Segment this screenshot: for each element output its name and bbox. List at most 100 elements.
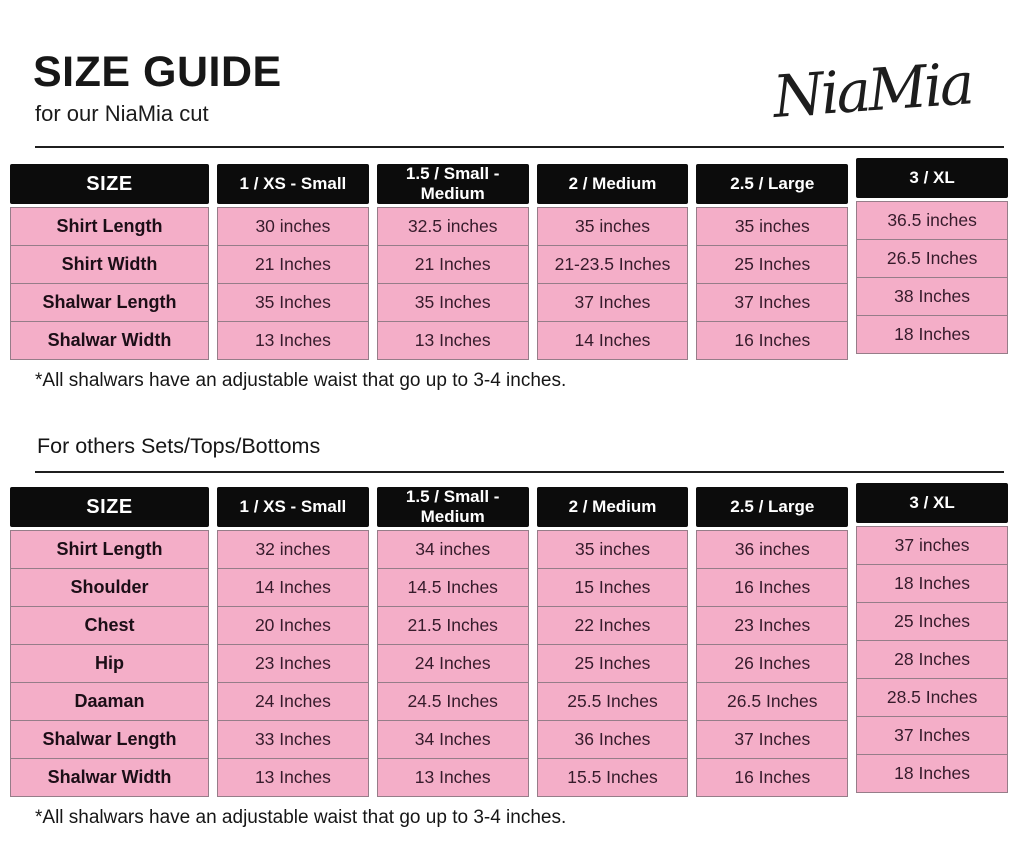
value-cell: 36 Inches	[537, 720, 688, 758]
row-label-shalwar-length: Shalwar Length	[11, 283, 208, 321]
table2-footnote: *All shalwars have an adjustable waist t…	[35, 807, 567, 828]
value-cell: 25.5 Inches	[537, 682, 688, 720]
row-label-shalwar-width: Shalwar Width	[11, 758, 208, 796]
column-header-xl: 3 / XL	[856, 483, 1008, 523]
value-cell: 30 inches	[218, 208, 368, 245]
value-cell: 18 Inches	[857, 315, 1007, 353]
value-cell: 21 Inches	[218, 245, 368, 283]
value-cell: 24.5 Inches	[377, 682, 528, 720]
table2-column-large: 2.5 / Large 36 inches 16 Inches 23 Inche…	[696, 487, 849, 797]
value-cell: 15.5 Inches	[537, 758, 688, 796]
value-cell: 37 Inches	[697, 720, 848, 758]
value-cell: 25 Inches	[697, 245, 848, 283]
title-block: SIZE GUIDE for our NiaMia cut	[33, 48, 282, 127]
value-cell: 20 Inches	[218, 606, 368, 644]
table1-column-xl: 3 / XL 36.5 inches 26.5 Inches 38 Inches…	[856, 158, 1008, 354]
value-cell: 16 Inches	[697, 568, 848, 606]
table1-column-small-medium: 1.5 / Small - Medium 32.5 inches 21 Inch…	[376, 164, 529, 360]
value-cell: 13 Inches	[377, 758, 528, 796]
row-label-shoulder: Shoulder	[11, 568, 208, 606]
value-cell: 24 Inches	[218, 682, 368, 720]
table2-column-xs-small: 1 / XS - Small 32 inches 14 Inches 20 In…	[217, 487, 369, 797]
column-header-size: SIZE	[10, 487, 209, 527]
brand-logo-text: NiaMia	[769, 49, 974, 131]
column-header-small-medium: 1.5 / Small - Medium	[376, 487, 529, 527]
value-cell: 18 Inches	[857, 564, 1007, 602]
table1-column-medium: 2 / Medium 35 inches 21-23.5 Inches 37 I…	[536, 164, 689, 360]
value-cell: 14.5 Inches	[377, 568, 528, 606]
brand-logo: NiaMia	[767, 46, 982, 136]
value-cell: 26.5 Inches	[857, 239, 1007, 277]
row-label-shirt-length: Shirt Length	[11, 531, 208, 568]
value-cell: 35 inches	[537, 208, 688, 245]
page-subtitle: for our NiaMia cut	[35, 101, 209, 127]
value-cell: 36 inches	[697, 531, 848, 568]
column-cells: 36 inches 16 Inches 23 Inches 26 Inches …	[696, 530, 849, 797]
value-cell: 24 Inches	[377, 644, 528, 682]
value-cell: 35 inches	[537, 531, 688, 568]
column-cells: 35 inches 25 Inches 37 Inches 16 Inches	[696, 207, 849, 360]
column-header-large: 2.5 / Large	[696, 487, 849, 527]
value-cell: 26 Inches	[697, 644, 848, 682]
value-cell: 21.5 Inches	[377, 606, 528, 644]
value-cell: 23 Inches	[218, 644, 368, 682]
page-title: SIZE GUIDE	[33, 48, 282, 96]
value-cell: 22 Inches	[537, 606, 688, 644]
value-cell: 38 Inches	[857, 277, 1007, 315]
value-cell: 21-23.5 Inches	[537, 245, 688, 283]
value-cell: 36.5 inches	[857, 202, 1007, 239]
brand-logo-signature: NiaMia	[769, 49, 974, 131]
value-cell: 18 Inches	[857, 754, 1007, 792]
column-header-medium: 2 / Medium	[536, 164, 689, 204]
value-cell: 13 Inches	[218, 321, 368, 359]
column-header-size: SIZE	[10, 164, 209, 204]
column-cells: 32 inches 14 Inches 20 Inches 23 Inches …	[217, 530, 369, 797]
table2-column-medium: 2 / Medium 35 inches 15 Inches 22 Inches…	[536, 487, 689, 797]
value-cell: 28 Inches	[857, 640, 1007, 678]
page-header: SIZE GUIDE for our NiaMia cut NiaMia	[10, 48, 1008, 136]
column-header-medium: 2 / Medium	[536, 487, 689, 527]
value-cell: 25 Inches	[857, 602, 1007, 640]
value-cell: 16 Inches	[697, 321, 848, 359]
table1-footnote: *All shalwars have an adjustable waist t…	[35, 370, 567, 391]
column-header-small-medium: 1.5 / Small - Medium	[376, 164, 529, 204]
table2-column-size: SIZE Shirt Length Shoulder Chest Hip Daa…	[10, 487, 209, 797]
value-cell: 13 Inches	[218, 758, 368, 796]
value-cell: 35 Inches	[218, 283, 368, 321]
row-label-daaman: Daaman	[11, 682, 208, 720]
row-label-shirt-width: Shirt Width	[11, 245, 208, 283]
row-label-shirt-length: Shirt Length	[11, 208, 208, 245]
others-sets-size-table: SIZE Shirt Length Shoulder Chest Hip Daa…	[10, 483, 1008, 797]
value-cell: 35 inches	[697, 208, 848, 245]
value-cell: 37 Inches	[697, 283, 848, 321]
value-cell: 23 Inches	[697, 606, 848, 644]
table1-column-size: SIZE Shirt Length Shirt Width Shalwar Le…	[10, 164, 209, 360]
column-cells: 35 inches 21-23.5 Inches 37 Inches 14 In…	[536, 207, 689, 360]
size-guide-page: SIZE GUIDE for our NiaMia cut NiaMia SIZ…	[10, 48, 1008, 828]
row-label-hip: Hip	[11, 644, 208, 682]
value-cell: 37 inches	[857, 527, 1007, 564]
value-cell: 26.5 Inches	[697, 682, 848, 720]
column-cells: 30 inches 21 Inches 35 Inches 13 Inches	[217, 207, 369, 360]
value-cell: 35 Inches	[377, 283, 528, 321]
column-cells: 35 inches 15 Inches 22 Inches 25 Inches …	[536, 530, 689, 797]
value-cell: 34 Inches	[377, 720, 528, 758]
column-header-xs-small: 1 / XS - Small	[217, 164, 369, 204]
value-cell: 14 Inches	[537, 321, 688, 359]
column-header-xl: 3 / XL	[856, 158, 1008, 198]
niamia-cut-size-table: SIZE Shirt Length Shirt Width Shalwar Le…	[10, 158, 1008, 360]
table1-column-xs-small: 1 / XS - Small 30 inches 21 Inches 35 In…	[217, 164, 369, 360]
value-cell: 33 Inches	[218, 720, 368, 758]
column-cells: Shirt Length Shirt Width Shalwar Length …	[10, 207, 209, 360]
value-cell: 16 Inches	[697, 758, 848, 796]
column-cells: 32.5 inches 21 Inches 35 Inches 13 Inche…	[376, 207, 529, 360]
value-cell: 32 inches	[218, 531, 368, 568]
value-cell: 32.5 inches	[377, 208, 528, 245]
column-header-xs-small: 1 / XS - Small	[217, 487, 369, 527]
divider-line-section2	[35, 471, 1004, 473]
value-cell: 28.5 Inches	[857, 678, 1007, 716]
column-cells: Shirt Length Shoulder Chest Hip Daaman S…	[10, 530, 209, 797]
column-cells: 34 inches 14.5 Inches 21.5 Inches 24 Inc…	[376, 530, 529, 797]
value-cell: 25 Inches	[537, 644, 688, 682]
divider-line-top	[35, 146, 1004, 148]
